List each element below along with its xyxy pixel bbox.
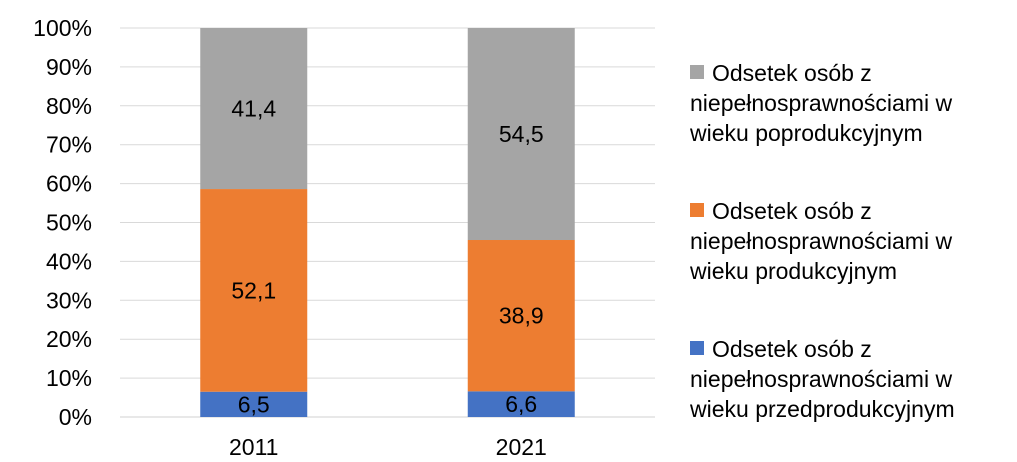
- data-label: 6,5: [238, 391, 270, 417]
- legend-label-line: niepełnosprawnościami w: [690, 226, 952, 256]
- y-tick-label: 90%: [46, 54, 92, 80]
- x-tick-label: 2011: [229, 434, 278, 460]
- y-tick-label: 40%: [46, 248, 92, 274]
- y-tick-label: 100%: [33, 15, 92, 41]
- x-tick-label: 2021: [496, 434, 547, 460]
- legend-label-line: Odsetek osób z: [712, 58, 952, 88]
- legend-label-line: niepełnosprawnościami w: [690, 88, 952, 118]
- legend-label-line: wieku poprodukcyjnym: [690, 118, 952, 148]
- y-tick-label: 60%: [46, 171, 92, 197]
- legend-label-line: wieku przedprodukcyjnym: [690, 394, 955, 424]
- legend: Odsetek osób z niepełnosprawnościami w w…: [690, 0, 1017, 462]
- y-tick-label: 70%: [46, 132, 92, 158]
- data-label: 41,4: [231, 96, 276, 122]
- y-tick-label: 0%: [59, 404, 92, 430]
- y-tick-label: 10%: [46, 365, 92, 391]
- data-label: 54,5: [499, 121, 544, 147]
- y-tick-label: 20%: [46, 326, 92, 352]
- legend-swatch: [690, 203, 704, 217]
- y-tick-label: 50%: [46, 210, 92, 236]
- legend-label-line: Odsetek osób z: [712, 196, 952, 226]
- x-axis: 2011 2021: [229, 434, 547, 460]
- legend-label-line: niepełnosprawnościami w: [690, 364, 955, 394]
- data-label: 6,6: [505, 391, 537, 417]
- legend-label-line: wieku produkcyjnym: [690, 256, 952, 286]
- y-tick-label: 30%: [46, 287, 92, 313]
- legend-swatch: [690, 341, 704, 355]
- legend-label-line: Odsetek osób z: [712, 334, 955, 364]
- y-tick-label: 80%: [46, 93, 92, 119]
- legend-swatch: [690, 65, 704, 79]
- data-label: 38,9: [499, 303, 544, 329]
- y-axis: 0% 10% 20% 30% 40% 50% 60% 70% 80% 90% 100%: [33, 15, 92, 430]
- data-label: 52,1: [231, 277, 276, 303]
